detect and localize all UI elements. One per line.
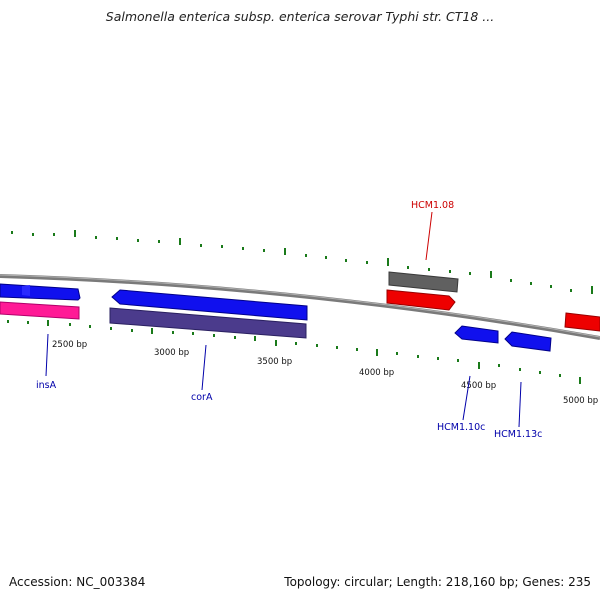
label-line-insa bbox=[45, 333, 49, 377]
scale-label: 4000 bp bbox=[359, 368, 394, 378]
gene-blue-hcm110c[interactable] bbox=[454, 325, 499, 344]
gene-label-hcm108[interactable]: HCM1.08 bbox=[411, 200, 454, 211]
scale-label: 4500 bp bbox=[461, 381, 496, 391]
label-line-hcm110c bbox=[462, 375, 471, 421]
gene-grey-hcm108[interactable] bbox=[388, 271, 459, 293]
scale-label: 3000 bp bbox=[154, 348, 189, 358]
gene-purple-cora[interactable] bbox=[109, 307, 307, 339]
gene-label-cora[interactable]: corA bbox=[191, 392, 213, 403]
accession-text: Accession: NC_003384 bbox=[9, 575, 146, 589]
gene-blue-forward-left[interactable] bbox=[0, 283, 81, 301]
gene-label-insa[interactable]: insA bbox=[36, 380, 57, 391]
label-line-hcm108 bbox=[425, 211, 433, 261]
gene-blue-forward-left-2 bbox=[22, 285, 30, 296]
gene-blue-hcm113c[interactable] bbox=[504, 331, 552, 352]
inner-ticks bbox=[7, 320, 581, 384]
scale-label: 5000 bp bbox=[563, 396, 598, 406]
scale-label: 3500 bp bbox=[257, 357, 292, 367]
scale-label: 2500 bp bbox=[52, 340, 87, 350]
gene-red-hcm108[interactable] bbox=[386, 289, 456, 311]
gene-label-hcm110c[interactable]: HCM1.10c bbox=[437, 422, 485, 433]
gene-red-right[interactable] bbox=[564, 312, 600, 332]
map-title: Salmonella enterica subsp. enterica sero… bbox=[105, 9, 495, 24]
label-line-cora bbox=[201, 344, 207, 391]
genome-backbone bbox=[0, 274, 600, 340]
label-line-hcm113c bbox=[518, 381, 522, 428]
outer-ticks bbox=[11, 230, 593, 294]
gene-label-hcm113c[interactable]: HCM1.13c bbox=[494, 429, 542, 440]
gene-cora-arrow[interactable] bbox=[111, 289, 308, 321]
topology-summary: Topology: circular; Length: 218,160 bp; … bbox=[284, 575, 591, 589]
gene-pink[interactable] bbox=[0, 301, 80, 320]
